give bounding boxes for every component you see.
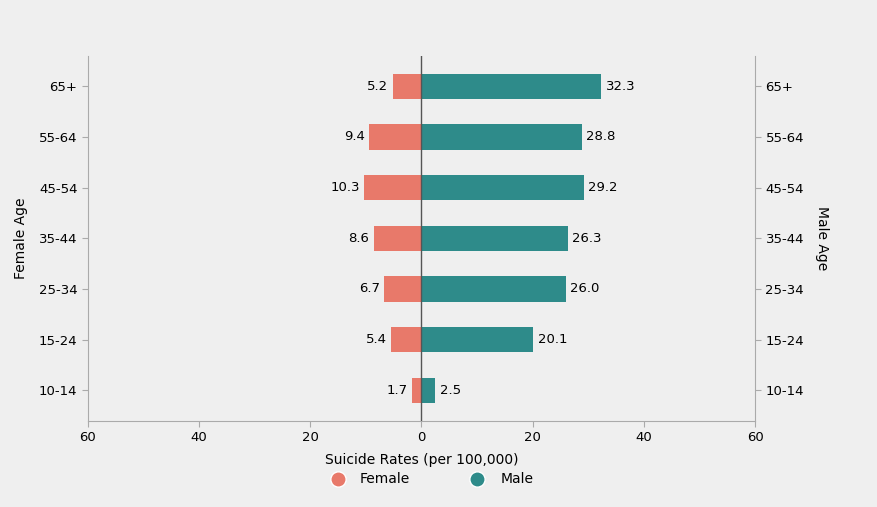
Text: 28.8: 28.8 (585, 130, 615, 143)
Text: 20.1: 20.1 (537, 333, 567, 346)
Text: 29.2: 29.2 (588, 181, 617, 194)
Bar (384, 276, 421, 302)
Text: 32.3: 32.3 (605, 80, 634, 93)
Bar (421, 276, 566, 302)
Text: 10.3: 10.3 (330, 181, 360, 194)
Bar (421, 124, 581, 150)
Text: 2.5: 2.5 (439, 384, 460, 397)
Bar (421, 327, 532, 352)
Bar (364, 175, 421, 200)
Bar (421, 74, 601, 99)
Text: Female: Female (360, 472, 410, 486)
Text: 8.6: 8.6 (348, 232, 368, 245)
Text: 9.4: 9.4 (344, 130, 364, 143)
Bar (421, 175, 583, 200)
Bar (411, 378, 421, 403)
Y-axis label: Male Age: Male Age (815, 206, 828, 270)
Text: Male: Male (500, 472, 533, 486)
X-axis label: Suicide Rates (per 100,000): Suicide Rates (per 100,000) (324, 453, 517, 466)
Bar (392, 74, 421, 99)
Bar (421, 378, 435, 403)
Text: 26.3: 26.3 (572, 232, 601, 245)
Bar (368, 124, 421, 150)
Y-axis label: Female Age: Female Age (14, 198, 27, 279)
Bar (374, 226, 421, 251)
Text: 1.7: 1.7 (386, 384, 407, 397)
Text: 5.2: 5.2 (367, 80, 388, 93)
Text: 5.4: 5.4 (366, 333, 387, 346)
Text: 26.0: 26.0 (570, 282, 599, 296)
Bar (391, 327, 421, 352)
Text: 6.7: 6.7 (359, 282, 380, 296)
Bar (421, 226, 567, 251)
